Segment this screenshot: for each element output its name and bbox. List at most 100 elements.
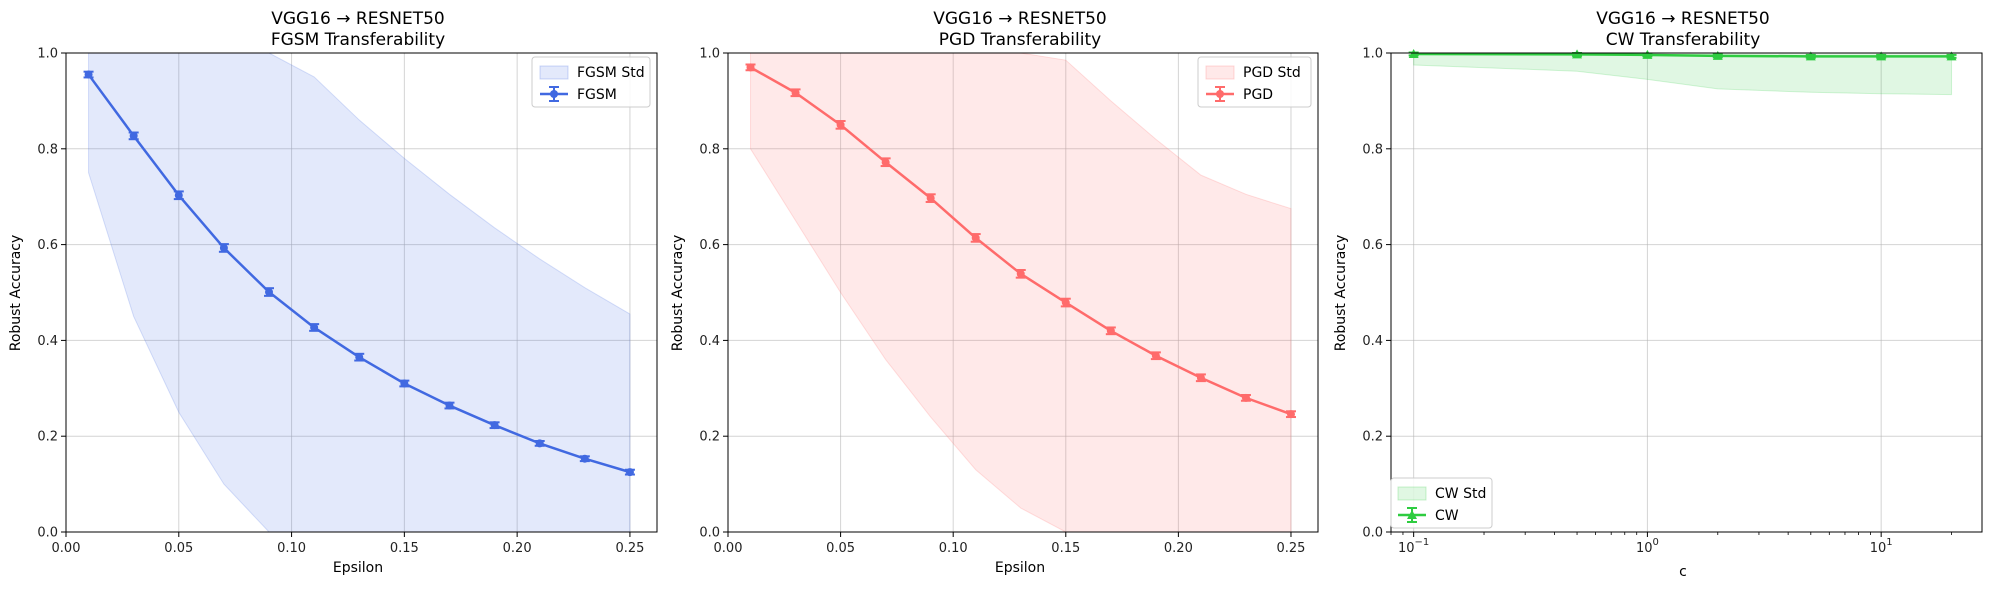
data-point xyxy=(310,323,319,332)
data-point xyxy=(219,243,228,252)
axes-frame xyxy=(727,52,1319,533)
x-tick-label: 0.00 xyxy=(714,541,743,556)
chart-panel-pgd: VGG16 → RESNET50 PGD Transferability 0.0… xyxy=(670,9,1319,576)
legend-line-swatch xyxy=(540,86,568,102)
std-band xyxy=(1413,52,1953,96)
data-point xyxy=(1151,351,1160,360)
y-tick-label: 0.8 xyxy=(37,142,58,157)
axes-frame xyxy=(1390,52,1983,533)
legend-line-swatch xyxy=(1398,507,1426,523)
x-tick-label: 0.25 xyxy=(1277,541,1306,556)
y-tick-label: 0.0 xyxy=(1362,526,1383,541)
y-tick-label: 0.6 xyxy=(37,238,58,253)
data-point xyxy=(1286,410,1295,419)
y-tick-label: 1.0 xyxy=(1362,47,1383,62)
legend-band-label: FGSM Std xyxy=(577,65,645,81)
chart-subtitle: PGD Transferability xyxy=(939,30,1101,50)
x-tick-label: 0.05 xyxy=(826,541,855,556)
data-point xyxy=(1805,51,1816,61)
y-axis-ticks: 0.0 0.2 0.4 0.6 0.8 1.0 xyxy=(37,47,66,541)
legend-band-label: CW Std xyxy=(1435,486,1486,502)
y-tick-label: 0.2 xyxy=(37,430,58,445)
y-axis-ticks: 0.0 0.2 0.4 0.6 0.8 1.0 xyxy=(1362,47,1391,541)
x-tick-label: 0.10 xyxy=(939,541,968,556)
data-point xyxy=(1712,50,1723,60)
data-point xyxy=(400,379,409,388)
marker-layer xyxy=(83,70,635,477)
chart-panel-fgsm: VGG16 → RESNET50 FGSM Transferability 0.… xyxy=(8,9,658,576)
y-tick-label: 0.6 xyxy=(1362,238,1383,253)
x-tick-label: 0.15 xyxy=(390,541,419,556)
chart-panel-cw: VGG16 → RESNET50 CW Transferability 10−1… xyxy=(1333,9,1983,580)
y-tick-label: 0.0 xyxy=(699,526,720,541)
x-tick-label: 0.05 xyxy=(164,541,193,556)
y-axis-label: Robust Accuracy xyxy=(670,235,686,352)
legend-line-label: PGD xyxy=(1243,87,1273,103)
x-axis-ticks: 0.00 0.05 0.10 0.15 0.20 0.25 xyxy=(52,532,644,556)
legend-line-swatch xyxy=(1206,86,1234,102)
std-band xyxy=(88,52,631,533)
chart-subtitle: FGSM Transferability xyxy=(271,30,445,50)
x-tick-label: 0.00 xyxy=(52,541,81,556)
legend-band-swatch xyxy=(1397,486,1427,501)
marker-layer xyxy=(745,63,1296,419)
x-tick-label: 100 xyxy=(1636,537,1659,556)
x-axis-label: c xyxy=(1679,564,1687,580)
data-point xyxy=(1572,49,1583,59)
data-point xyxy=(836,120,845,129)
y-tick-label: 0.6 xyxy=(699,238,720,253)
y-axis-ticks: 0.0 0.2 0.4 0.6 0.8 1.0 xyxy=(699,47,728,541)
chart-title: VGG16 → RESNET50 xyxy=(271,9,444,29)
x-tick-label: 10−1 xyxy=(1398,537,1429,556)
x-tick-label: 0.15 xyxy=(1051,541,1080,556)
data-point xyxy=(1241,393,1250,402)
y-axis-label: Robust Accuracy xyxy=(1333,235,1349,352)
grid xyxy=(1391,52,1982,533)
chart-title: VGG16 → RESNET50 xyxy=(1596,9,1769,29)
data-point xyxy=(535,439,544,448)
chart-subtitle: CW Transferability xyxy=(1606,30,1761,50)
legend-line-label: CW xyxy=(1435,508,1459,524)
legend-band-swatch xyxy=(539,65,569,80)
legend-band-label: PGD Std xyxy=(1243,65,1301,81)
std-band-layer xyxy=(1413,52,1953,96)
data-point xyxy=(84,70,93,79)
x-axis-label: Epsilon xyxy=(333,560,383,576)
y-tick-label: 0.2 xyxy=(699,430,720,445)
x-axis-ticks: 10−1 100 101 xyxy=(1390,532,1952,556)
data-point xyxy=(791,88,800,97)
x-tick-label: 0.25 xyxy=(615,541,644,556)
data-point xyxy=(1946,51,1957,61)
data-point xyxy=(971,233,980,242)
y-tick-label: 0.8 xyxy=(699,142,720,157)
data-point xyxy=(355,353,364,362)
data-point xyxy=(1876,51,1887,61)
std-band-layer xyxy=(750,52,1292,533)
x-tick-label: 101 xyxy=(1870,537,1893,556)
data-point xyxy=(1106,326,1115,335)
legend: CW Std CW xyxy=(1390,477,1493,529)
data-point xyxy=(174,191,183,200)
chart-title: VGG16 → RESNET50 xyxy=(933,9,1106,29)
data-point xyxy=(580,454,589,463)
y-tick-label: 0.2 xyxy=(1362,430,1383,445)
x-axis-label: Epsilon xyxy=(995,560,1045,576)
y-axis-label: Robust Accuracy xyxy=(8,235,24,352)
data-point xyxy=(445,401,454,410)
x-tick-label: 0.20 xyxy=(1164,541,1193,556)
legend: FGSM Std FGSM xyxy=(531,56,651,108)
data-point xyxy=(1061,298,1070,307)
legend-line-label: FGSM xyxy=(577,87,617,103)
legend-band-swatch xyxy=(1205,65,1235,80)
y-tick-label: 1.0 xyxy=(37,47,58,62)
y-tick-label: 0.0 xyxy=(37,526,58,541)
data-point xyxy=(265,288,274,297)
data-point xyxy=(746,63,755,72)
x-axis-ticks: 0.00 0.05 0.10 0.15 0.20 0.25 xyxy=(714,532,1306,556)
y-tick-label: 0.4 xyxy=(37,334,58,349)
data-point xyxy=(490,421,499,430)
std-band xyxy=(750,52,1292,533)
x-tick-label: 0.10 xyxy=(277,541,306,556)
data-point xyxy=(926,194,935,203)
